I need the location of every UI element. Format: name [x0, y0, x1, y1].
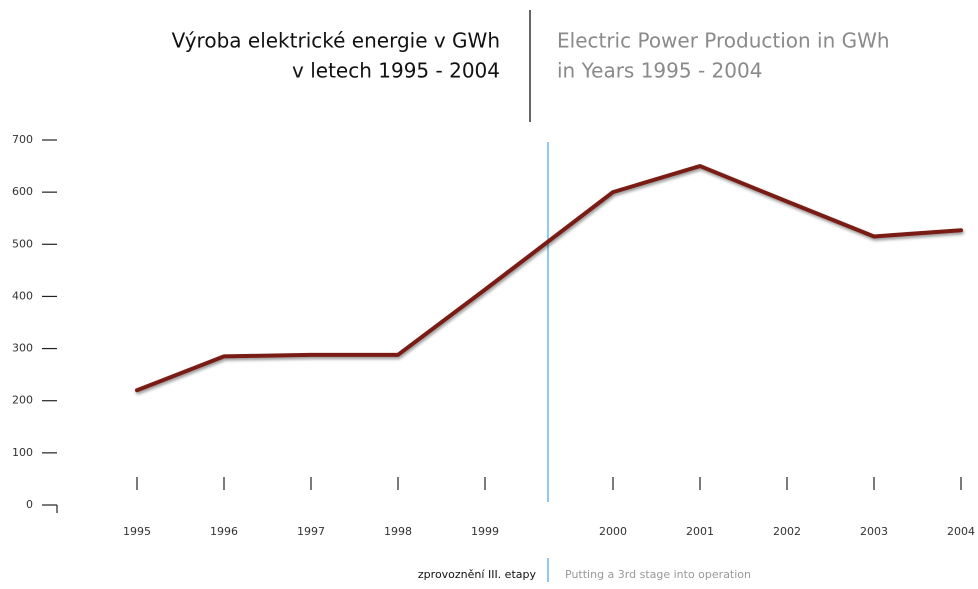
- x-tick-label: 1999: [471, 525, 499, 538]
- x-tick-label: 2001: [686, 525, 714, 538]
- chart-title-en: Electric Power Production in GWh: [557, 29, 890, 53]
- y-tick-label: 600: [12, 185, 33, 198]
- x-tick-label: 2000: [599, 525, 627, 538]
- chart-title: v letech 1995 - 2004: [292, 59, 500, 83]
- annotation-text-en: Putting a 3rd stage into operation: [565, 568, 751, 581]
- x-tick-label: 2004: [947, 525, 975, 538]
- x-tick-label: 2002: [773, 525, 801, 538]
- y-tick-label: 700: [12, 133, 33, 146]
- x-tick-label: 1995: [123, 525, 151, 538]
- y-tick-label: 100: [12, 446, 33, 459]
- annotation-text: zprovoznění III. etapy: [418, 568, 537, 581]
- x-tick-label: 1996: [210, 525, 238, 538]
- y-tick-label: 500: [12, 237, 33, 250]
- y-tick-label: 300: [12, 342, 33, 355]
- y-tick-label: 200: [12, 394, 33, 407]
- x-tick-label: 1997: [297, 525, 325, 538]
- y-tick-label: 400: [12, 289, 33, 302]
- x-tick-label: 2003: [860, 525, 888, 538]
- x-tick-label: 1998: [384, 525, 412, 538]
- chart-title: Výroba elektrické energie v GWh: [172, 29, 500, 53]
- chart-title-en: in Years 1995 - 2004: [557, 59, 762, 83]
- data-line: [135, 164, 963, 393]
- y-tick-label: 0: [26, 498, 33, 511]
